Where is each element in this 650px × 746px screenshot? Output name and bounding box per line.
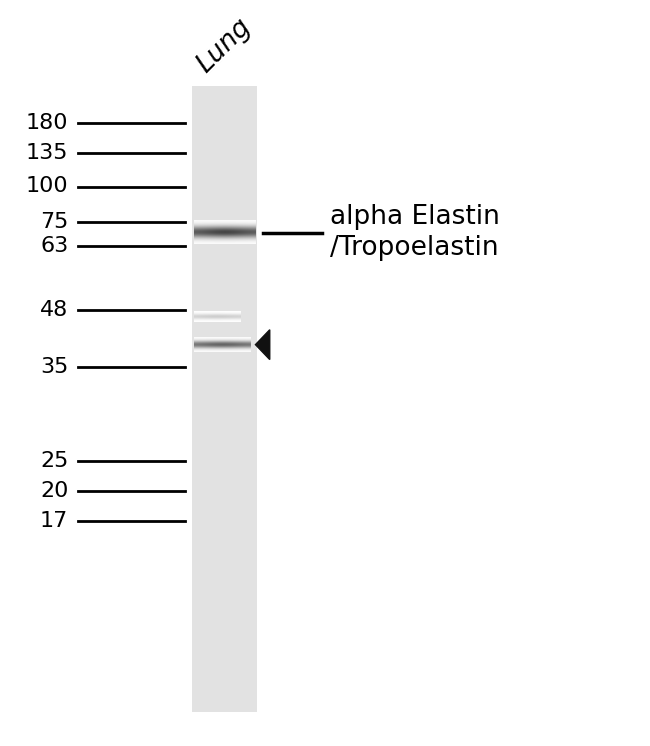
Text: 25: 25	[40, 451, 68, 471]
Text: 20: 20	[40, 481, 68, 501]
Text: 100: 100	[25, 177, 68, 196]
Text: 35: 35	[40, 357, 68, 377]
Text: 180: 180	[26, 113, 68, 133]
Text: Lung: Lung	[192, 14, 256, 78]
Bar	[192, 86, 257, 712]
Text: 135: 135	[26, 143, 68, 163]
Text: 48: 48	[40, 300, 68, 319]
Text: 63: 63	[40, 236, 68, 256]
Polygon shape	[255, 330, 270, 360]
Text: 17: 17	[40, 511, 68, 530]
Text: 75: 75	[40, 213, 68, 232]
Text: alpha Elastin
/Tropoelastin: alpha Elastin /Tropoelastin	[330, 204, 500, 261]
